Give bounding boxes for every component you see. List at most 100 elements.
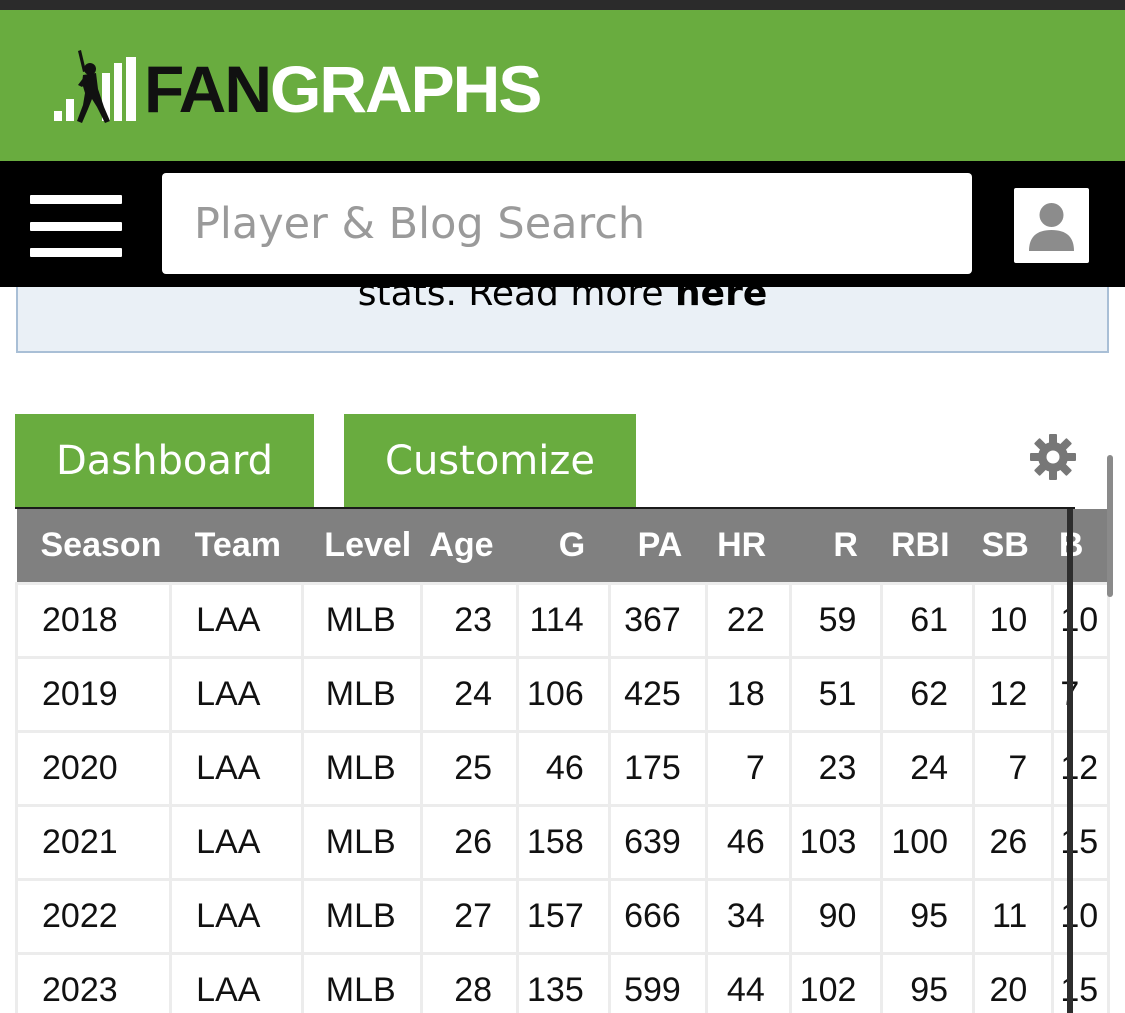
cell-team[interactable]: LAA bbox=[169, 878, 304, 955]
notice-banner: stats. Read more here bbox=[16, 287, 1109, 353]
col-header-sb[interactable]: SB bbox=[973, 509, 1053, 584]
user-account-icon bbox=[1029, 203, 1074, 251]
cell-age: 23 bbox=[419, 582, 520, 659]
cell-hr: 44 bbox=[704, 952, 792, 1013]
cell-age: 25 bbox=[419, 730, 520, 807]
cell-hr: 46 bbox=[704, 804, 792, 881]
cell-g: 114 bbox=[516, 582, 611, 659]
cell-level: MLB bbox=[300, 804, 423, 881]
cell-bb: 15 bbox=[1051, 952, 1110, 1013]
cell-team[interactable]: LAA bbox=[169, 804, 304, 881]
cell-rbi: 61 bbox=[880, 582, 976, 659]
status-strip bbox=[0, 0, 1125, 10]
gear-icon[interactable] bbox=[1029, 433, 1077, 481]
cell-pa: 175 bbox=[607, 730, 708, 807]
cell-sb: 10 bbox=[972, 582, 1055, 659]
cell-bb: 12 bbox=[1051, 730, 1110, 807]
cell-season: 2018 bbox=[15, 582, 173, 659]
cell-hr: 22 bbox=[704, 582, 792, 659]
cell-age: 27 bbox=[419, 878, 520, 955]
cell-level: MLB bbox=[300, 952, 423, 1013]
cell-hr: 18 bbox=[704, 656, 792, 733]
stats-table: Season Team Level Age G PA HR R RBI SB B… bbox=[15, 509, 1110, 1013]
cell-sb: 26 bbox=[972, 804, 1055, 881]
batter-logo-icon bbox=[54, 50, 136, 123]
table-row: 2021 LAA MLB 26 158 639 46 103 100 26 15 bbox=[15, 804, 1110, 881]
horizontal-scrollbar[interactable] bbox=[1107, 455, 1113, 597]
cell-bb: 15 bbox=[1051, 804, 1110, 881]
cell-age: 28 bbox=[419, 952, 520, 1013]
cell-season: 2019 bbox=[15, 656, 173, 733]
cell-rbi: 95 bbox=[880, 952, 976, 1013]
site-header: FANGRAPHS bbox=[0, 10, 1125, 161]
cell-rbi: 95 bbox=[880, 878, 976, 955]
cell-r: 23 bbox=[788, 730, 884, 807]
col-header-bb[interactable]: B bbox=[1052, 509, 1109, 584]
cell-sb: 11 bbox=[972, 878, 1055, 955]
table-header-row: Season Team Level Age G PA HR R RBI SB B bbox=[16, 509, 1109, 584]
cell-bb: 10 bbox=[1051, 878, 1110, 955]
search-input[interactable] bbox=[162, 173, 972, 274]
cell-pa: 666 bbox=[607, 878, 708, 955]
cell-age: 24 bbox=[419, 656, 520, 733]
col-header-season[interactable]: Season bbox=[16, 509, 171, 584]
user-account-button[interactable] bbox=[1014, 188, 1089, 263]
fangraphs-logo[interactable]: FANGRAPHS bbox=[52, 46, 542, 132]
notice-text: stats. Read more here bbox=[18, 287, 1107, 312]
col-header-age[interactable]: Age bbox=[421, 509, 518, 584]
col-header-pa[interactable]: PA bbox=[609, 509, 707, 584]
cell-season: 2023 bbox=[15, 952, 173, 1013]
table-row: 2022 LAA MLB 27 157 666 34 90 95 11 10 bbox=[15, 878, 1110, 955]
cell-sb: 20 bbox=[972, 952, 1055, 1013]
cell-age: 26 bbox=[419, 804, 520, 881]
cell-team[interactable]: LAA bbox=[169, 952, 304, 1013]
cell-level: MLB bbox=[300, 730, 423, 807]
frozen-column-divider bbox=[1067, 509, 1073, 1013]
table-row: 2020 LAA MLB 25 46 175 7 23 24 7 12 bbox=[15, 730, 1110, 807]
col-header-g[interactable]: G bbox=[517, 509, 610, 584]
hamburger-menu-icon[interactable] bbox=[30, 195, 122, 257]
logo-fan-text: FAN bbox=[144, 52, 272, 126]
tab-customize[interactable]: Customize bbox=[344, 414, 636, 507]
table-row: 2018 LAA MLB 23 114 367 22 59 61 10 10 bbox=[15, 582, 1110, 659]
cell-rbi: 62 bbox=[880, 656, 976, 733]
nav-bar bbox=[0, 161, 1125, 287]
col-header-hr[interactable]: HR bbox=[706, 509, 791, 584]
cell-pa: 639 bbox=[607, 804, 708, 881]
cell-pa: 599 bbox=[607, 952, 708, 1013]
col-header-r[interactable]: R bbox=[790, 509, 882, 584]
cell-pa: 367 bbox=[607, 582, 708, 659]
cell-g: 46 bbox=[516, 730, 611, 807]
cell-pa: 425 bbox=[607, 656, 708, 733]
stats-table-container[interactable]: Season Team Level Age G PA HR R RBI SB B… bbox=[15, 509, 1110, 1013]
cell-r: 103 bbox=[788, 804, 884, 881]
cell-rbi: 100 bbox=[880, 804, 976, 881]
cell-g: 157 bbox=[516, 878, 611, 955]
cell-season: 2021 bbox=[15, 804, 173, 881]
cell-rbi: 24 bbox=[880, 730, 976, 807]
col-header-rbi[interactable]: RBI bbox=[881, 509, 974, 584]
cell-level: MLB bbox=[300, 582, 423, 659]
tab-underline bbox=[15, 507, 1075, 509]
col-header-level[interactable]: Level bbox=[302, 509, 422, 584]
cell-team[interactable]: LAA bbox=[169, 730, 304, 807]
cell-r: 90 bbox=[788, 878, 884, 955]
cell-season: 2020 bbox=[15, 730, 173, 807]
cell-level: MLB bbox=[300, 656, 423, 733]
table-row: 2019 LAA MLB 24 106 425 18 51 62 12 7 bbox=[15, 656, 1110, 733]
cell-r: 102 bbox=[788, 952, 884, 1013]
cell-level: MLB bbox=[300, 878, 423, 955]
col-header-team[interactable]: Team bbox=[170, 509, 303, 584]
cell-r: 51 bbox=[788, 656, 884, 733]
table-row: 2023 LAA MLB 28 135 599 44 102 95 20 15 bbox=[15, 952, 1110, 1013]
cell-bb: 10 bbox=[1051, 582, 1110, 659]
tab-dashboard[interactable]: Dashboard bbox=[15, 414, 314, 507]
cell-bb: 7 bbox=[1051, 656, 1110, 733]
cell-season: 2022 bbox=[15, 878, 173, 955]
logo-graphs-text: GRAPHS bbox=[270, 52, 542, 126]
cell-g: 135 bbox=[516, 952, 611, 1013]
cell-team[interactable]: LAA bbox=[169, 582, 304, 659]
logo-wordmark: FANGRAPHS bbox=[144, 56, 542, 122]
cell-team[interactable]: LAA bbox=[169, 656, 304, 733]
notice-read-more-link[interactable]: here bbox=[675, 287, 768, 314]
